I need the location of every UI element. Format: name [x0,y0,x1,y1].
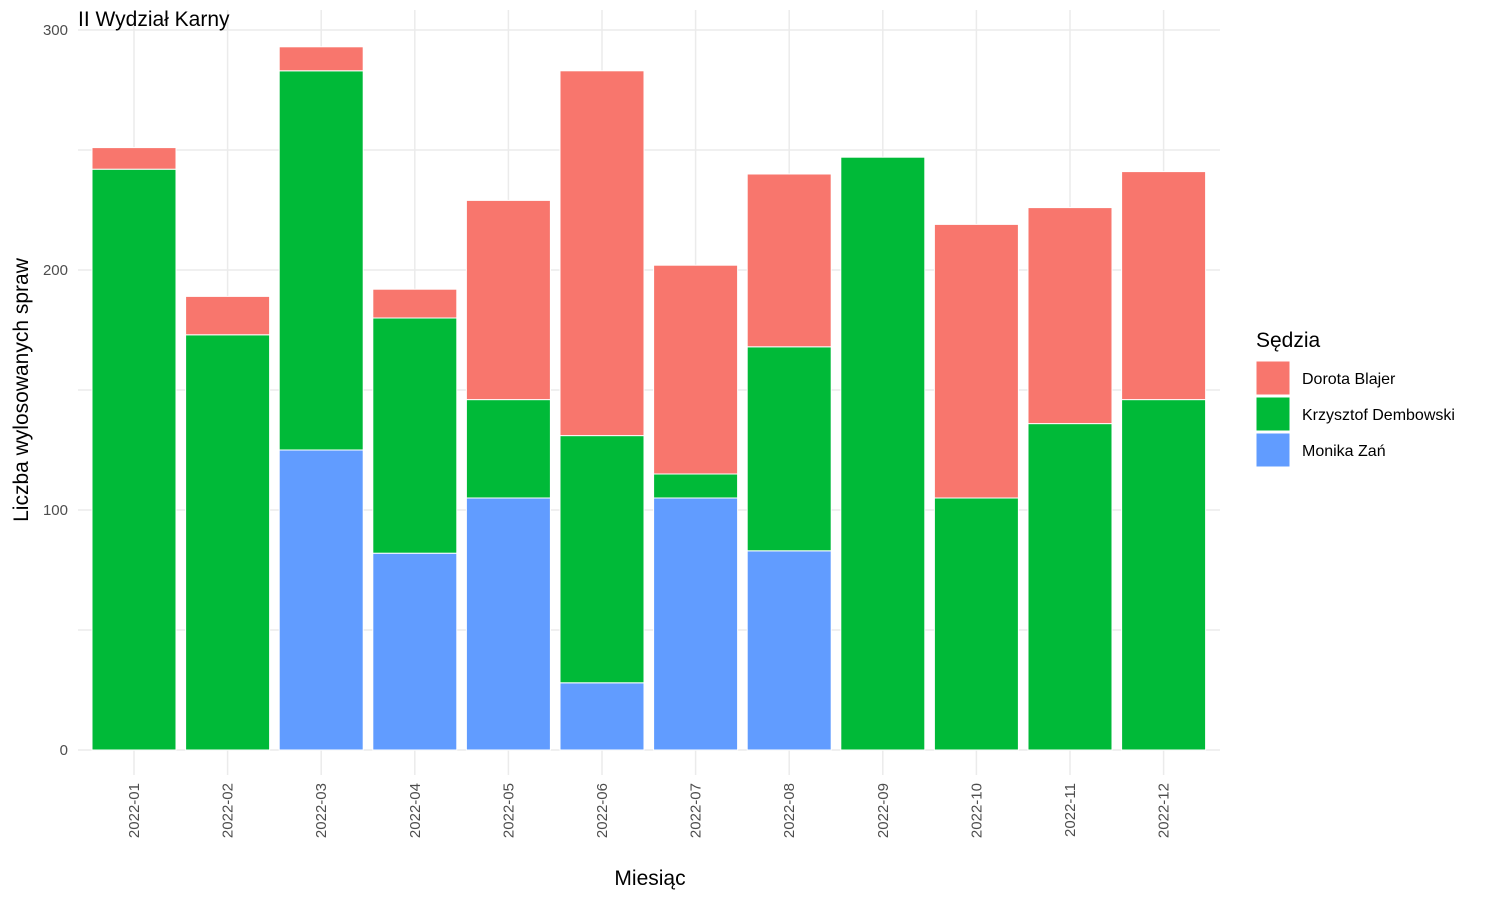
legend-label: Monika Zań [1302,443,1386,460]
x-tick-label: 2022-01 [126,783,143,838]
y-axis-ticks: 0 100 200 300 [43,22,68,759]
bar-segment [559,435,645,684]
x-tick-label: 2022-12 [1156,783,1173,838]
bar-segment [746,550,832,751]
y-tick-label: 300 [43,22,68,39]
x-tick-label: 2022-10 [968,783,985,838]
x-tick-label: 2022-02 [220,783,237,838]
bar-segment [185,295,271,336]
bar-segment [559,70,645,437]
bar-segment [559,682,645,751]
bar-segment [465,497,551,751]
bar-segment [278,449,364,751]
bar-segment [372,288,458,319]
bar-segment [465,399,551,499]
y-axis-title: Liczba wylosowanych spraw [10,257,33,522]
x-tick-label: 2022-08 [781,783,798,838]
y-tick-label: 100 [43,502,68,519]
y-tick-label: 200 [43,262,68,279]
bar-segment [372,552,458,751]
legend-swatch [1255,432,1291,468]
bar-segment [1027,423,1113,751]
bar-segment [933,223,1019,499]
legend-title: Sędzia [1256,329,1321,352]
bar-segment [372,317,458,554]
bars [91,46,1207,751]
bar-segment [278,46,364,72]
legend-swatch [1255,360,1291,396]
x-axis-ticks: 2022-01 2022-02 2022-03 2022-04 2022-05 2022-… [126,783,1173,838]
bar-segment [653,497,739,751]
bar-segment [746,173,832,348]
bar-segment [185,334,271,751]
bar-segment [91,147,177,170]
bar-segment [933,497,1019,751]
legend-swatch [1255,396,1291,432]
bar-segment [91,168,177,751]
y-tick-label: 0 [60,742,68,759]
x-axis-title: Miesiąc [614,867,685,890]
x-tick-label: 2022-03 [313,783,330,838]
x-tick-label: 2022-11 [1062,783,1079,837]
x-tick-label: 2022-09 [875,783,892,838]
bar-segment [278,70,364,451]
chart-title: II Wydział Karny [78,8,230,31]
bar-segment [840,156,926,751]
x-tick-label: 2022-07 [688,783,705,838]
bar-segment [653,473,739,499]
bar-segment [653,264,739,475]
bar-segment [746,346,832,552]
bar-segment [465,199,551,401]
legend-label: Dorota Blajer [1302,371,1396,388]
bar-segment [1027,207,1113,425]
x-tick-label: 2022-06 [594,783,611,838]
bar-segment [1121,171,1207,401]
bar-segment [1121,399,1207,751]
legend-label: Krzysztof Dembowski [1302,407,1455,424]
x-tick-label: 2022-04 [407,783,424,838]
x-tick-label: 2022-05 [500,783,517,838]
legend: Sędzia Dorota Blajer Krzysztof Dembowski M… [1255,329,1455,468]
